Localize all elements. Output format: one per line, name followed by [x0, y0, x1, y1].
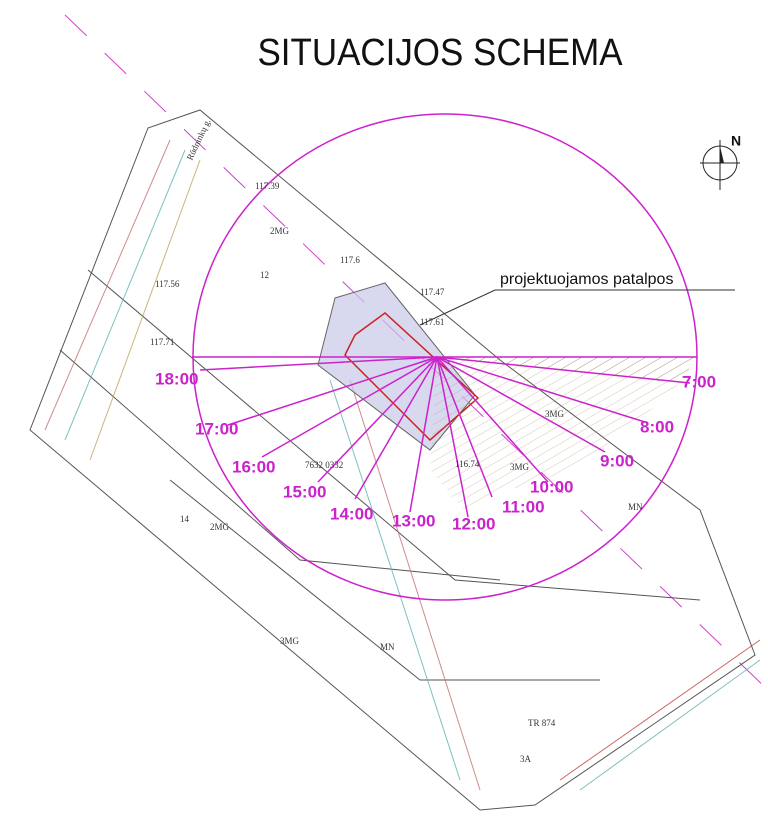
hour-label: 10:00	[530, 477, 573, 496]
map-label: 2MG	[210, 522, 230, 532]
map-label: 117.71	[150, 337, 174, 347]
map-label: 12	[260, 270, 269, 280]
callout-leader	[420, 290, 735, 325]
hour-label: 9:00	[600, 451, 634, 470]
hour-label: 17:00	[195, 419, 238, 438]
hour-label: 7:00	[682, 372, 716, 391]
map-label: 7632 0332	[305, 460, 343, 470]
map-label: 117.6	[340, 255, 360, 265]
compass: N	[700, 133, 741, 190]
hour-label: 12:00	[452, 514, 495, 533]
map-label: 117.61	[420, 317, 444, 327]
map-label: 3MG	[510, 462, 530, 472]
map-label: Rūdninkų g.	[185, 117, 213, 162]
map-label: MN	[628, 502, 643, 512]
hour-label: 8:00	[640, 417, 674, 436]
map-label: 116.74	[455, 459, 480, 469]
map-label: 3MG	[280, 636, 300, 646]
hour-label: 13:00	[392, 511, 435, 530]
map-label: MN	[380, 642, 395, 652]
callout-label: projektuojamos patalpos	[500, 271, 673, 288]
map-label: 117.39	[255, 181, 280, 191]
title: SITUACIJOS SCHEMA	[257, 31, 623, 74]
map-label: 3A	[520, 754, 532, 764]
map-label: 2MG	[270, 226, 290, 236]
hour-label: 14:00	[330, 504, 373, 523]
site-plan: SITUACIJOS SCHEMA projektuojamos patalpo…	[0, 0, 768, 815]
parcel	[30, 110, 755, 810]
hour-label: 18:00	[155, 369, 198, 388]
map-label: 14	[180, 514, 190, 524]
utility-lines	[45, 140, 760, 790]
hour-label: 16:00	[232, 457, 275, 476]
hour-label: 11:00	[502, 497, 545, 516]
compass-label: N	[731, 133, 741, 149]
hour-label: 15:00	[283, 482, 326, 501]
map-label: 117.56	[155, 279, 180, 289]
map-label: 3MG	[545, 409, 565, 419]
map-label: TR 874	[528, 718, 556, 728]
map-label: 117.47	[420, 287, 445, 297]
